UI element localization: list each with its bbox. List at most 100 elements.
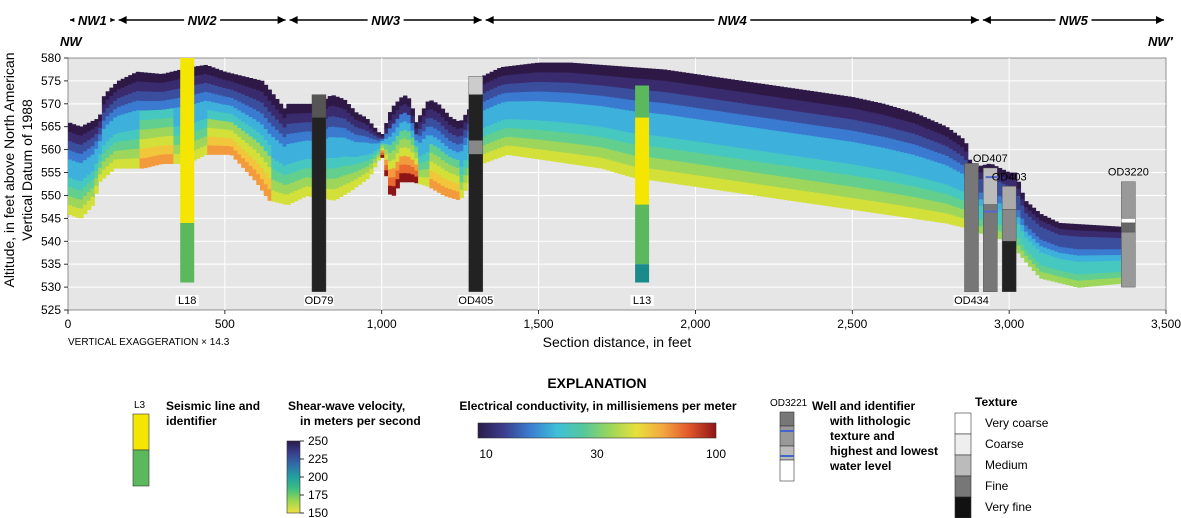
- section-cell: [237, 154, 242, 164]
- section-cell: [515, 146, 521, 157]
- section-cell: [1103, 255, 1108, 262]
- section-cell: [534, 129, 540, 140]
- section-cell: [858, 199, 863, 211]
- section-cell: [109, 146, 114, 156]
- section-cell: [233, 142, 239, 152]
- section-cell: [342, 99, 348, 110]
- section-cell: [376, 154, 382, 158]
- section-cell: [847, 152, 852, 165]
- section-cell: [787, 177, 792, 190]
- well-od3220-layer: [1121, 181, 1136, 219]
- section-cell: [301, 141, 306, 151]
- section-cell: [327, 96, 333, 107]
- section-cell: [139, 148, 144, 159]
- section-cell: [707, 154, 713, 167]
- section-cell: [451, 190, 457, 199]
- section-cell: [384, 144, 389, 150]
- section-cell: [425, 177, 430, 187]
- section-cell: [745, 160, 750, 173]
- section-cell: [346, 139, 351, 149]
- section-cell: [68, 150, 73, 161]
- section-cell: [290, 133, 295, 144]
- section-cell: [576, 113, 581, 125]
- section-cell: [828, 127, 833, 140]
- section-cell: [418, 142, 423, 151]
- section-cell: [798, 134, 803, 147]
- section-cell: [579, 104, 585, 115]
- section-cell: [610, 118, 615, 130]
- section-cell: [598, 157, 604, 169]
- section-cell: [199, 92, 205, 103]
- section-cell: [911, 175, 916, 187]
- section-cell: [252, 109, 257, 120]
- section-cell: [444, 162, 449, 172]
- section-cell: [824, 182, 830, 195]
- section-cell: [1107, 231, 1112, 239]
- section-cell: [1091, 273, 1097, 281]
- section-cell: [1080, 267, 1086, 275]
- section-cell: [195, 102, 201, 113]
- section-cell: [395, 127, 400, 137]
- section-cell: [346, 183, 351, 193]
- section-cell: [192, 94, 197, 105]
- legend-texture: Texture Very coarseCoarseMediumFineVery …: [954, 395, 1049, 518]
- section-cell: [715, 99, 720, 112]
- section-cell: [1088, 267, 1093, 275]
- section-cell: [448, 181, 453, 190]
- section-cell: [297, 103, 303, 114]
- section-cell: [116, 141, 122, 152]
- section-cell: [387, 185, 393, 195]
- section-cell: [94, 178, 99, 187]
- section-cell: [726, 112, 732, 125]
- section-cell: [357, 114, 363, 123]
- section-cell: [930, 180, 935, 192]
- section-cell: [68, 177, 73, 188]
- section-cell: [214, 85, 220, 96]
- section-cell: [854, 142, 860, 155]
- section-cell: [327, 178, 333, 190]
- section-cell: [561, 152, 566, 163]
- section-cell: [858, 188, 863, 200]
- section-cell: [207, 136, 212, 146]
- section-cell: [203, 91, 208, 102]
- section-cell: [500, 138, 506, 148]
- section-cell: [546, 72, 551, 83]
- section-cell: [621, 163, 626, 175]
- section-cell: [685, 84, 690, 96]
- section-cell: [131, 111, 137, 122]
- section-cell: [915, 208, 920, 220]
- section-cell: [211, 102, 216, 112]
- section-cell: [275, 129, 280, 141]
- section-cell: [384, 123, 389, 129]
- section-cell: [711, 99, 717, 111]
- section-cell: [1065, 229, 1070, 237]
- section-cell: [941, 193, 946, 204]
- section-cell: [135, 110, 141, 121]
- section-cell: [365, 119, 370, 126]
- section-cell: [177, 107, 182, 118]
- section-cell: [1084, 267, 1089, 275]
- section-cell: [1099, 261, 1104, 268]
- section-cell: [1076, 243, 1082, 250]
- section-cell: [888, 149, 894, 161]
- section-cell: [105, 99, 111, 109]
- section-cell: [587, 94, 592, 106]
- section-cell: [433, 181, 438, 191]
- section-cell: [918, 198, 924, 210]
- section-cell: [847, 96, 852, 109]
- section-cell: [86, 140, 92, 150]
- section-cell: [606, 75, 611, 87]
- section-cell: [741, 182, 747, 194]
- section-cell: [945, 136, 950, 147]
- section-cell: [1073, 223, 1078, 231]
- section-cell: [154, 73, 159, 84]
- section-cell: [263, 84, 269, 97]
- section-cell: [98, 161, 103, 169]
- section-cell: [278, 103, 284, 115]
- section-cell: [670, 149, 675, 162]
- section-cell: [531, 101, 536, 112]
- section-cell: [278, 183, 284, 194]
- section-cell: [519, 128, 525, 139]
- section-cell: [440, 134, 446, 144]
- section-cell: [429, 135, 434, 145]
